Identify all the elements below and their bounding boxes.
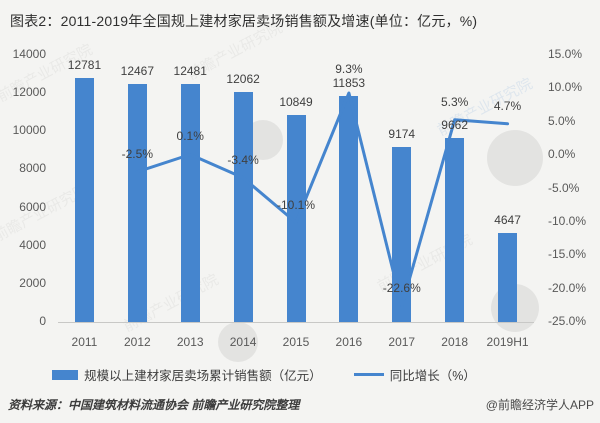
bar-value-label: 12481 (173, 63, 207, 78)
credit-note: @前瞻经济学人APP (485, 398, 594, 412)
bar (127, 84, 147, 322)
growth-point-label: 5.3% (440, 94, 469, 109)
bar-value-label: 12781 (67, 58, 102, 73)
x-tick-label: 2015 (282, 335, 310, 349)
bar-value-label: 4647 (494, 213, 521, 228)
bar-value-label: 11853 (332, 75, 366, 90)
left-axis-tick: 14000 (12, 47, 46, 61)
right-axis-tick: -10.0% (548, 213, 587, 228)
left-axis-tick: 0 (39, 314, 46, 328)
bar (180, 83, 200, 322)
bar (74, 78, 94, 322)
right-axis-tick: 15.0% (548, 47, 583, 61)
left-axis-tick: 6000 (19, 199, 46, 214)
x-tick-label: 2019H1 (486, 335, 529, 349)
growth-line (135, 91, 510, 308)
right-axis-tick: 10.0% (548, 80, 583, 95)
growth-point-label: 4.7% (493, 98, 522, 113)
legend: 规模以上建材家居卖场累计销售额（亿元） 同比增长（%） (0, 365, 564, 384)
bar-value-label: 12062 (226, 71, 260, 86)
growth-point-label: 9.3% (335, 61, 363, 76)
chart-title: 图表2：2011-2019年全国规上建材家居卖场销售额及增速(单位：亿元，%) (10, 13, 478, 29)
bar (233, 91, 253, 322)
bar-value-label: 10849 (279, 95, 313, 110)
right-axis-tick: -20.0% (548, 280, 587, 295)
right-axis-tick: 0.0% (548, 147, 576, 162)
growth-point-label: -22.6% (382, 280, 421, 295)
left-axis-tick: 2000 (19, 275, 46, 290)
legend-label-growth: 同比增长（%） (389, 369, 476, 383)
bar (445, 137, 465, 322)
growth-point-label: -3.4% (227, 152, 259, 167)
x-tick-label: 2014 (229, 335, 257, 349)
legend-label-sales: 规模以上建材家居卖场累计销售额（亿元） (84, 369, 322, 383)
growth-point-label: -10.1% (276, 197, 316, 212)
right-axis-tick: 5.0% (548, 113, 576, 128)
source-note: 资料来源：中国建筑材料流通协会 前瞻产业研究院整理 (8, 398, 300, 412)
growth-point-label: 0.1% (176, 129, 204, 144)
bar (498, 233, 518, 322)
x-tick-label: 2012 (123, 335, 151, 349)
right-axis-tick: -5.0% (548, 180, 580, 195)
right-axis-tick: -15.0% (548, 247, 587, 262)
bar-series-swatch-icon (52, 369, 79, 380)
left-axis-tick: 4000 (19, 237, 46, 252)
x-tick-label: 2018 (441, 335, 468, 349)
x-tick-label: 2016 (335, 335, 363, 349)
left-axis-tick: 10000 (12, 123, 46, 138)
x-tick-label: 2013 (176, 335, 204, 349)
left-axis-tick: 12000 (12, 85, 46, 100)
footer: 资料来源：中国建筑材料流通协会 前瞻产业研究院整理 @前瞻经济学人APP (8, 396, 594, 413)
legend-item-sales: 规模以上建材家居卖场累计销售额（亿元） (52, 365, 322, 384)
legend-item-growth: 同比增长（%） (353, 365, 476, 384)
x-tick-label: 2011 (71, 335, 98, 349)
plot-area: 12781 12467 12481 12062 10849 11853 9174 9662 46… (58, 55, 534, 323)
bar-value-label: 9662 (441, 117, 468, 132)
growth-point-label: -2.5% (121, 146, 153, 161)
bar-value-label: 9174 (388, 127, 416, 142)
left-axis-tick: 8000 (19, 161, 46, 176)
bar-value-label: 12467 (120, 64, 155, 79)
bar (392, 147, 412, 322)
right-axis-tick: -25.0% (548, 314, 587, 328)
x-tick-label: 2017 (388, 335, 416, 349)
bar (339, 95, 359, 322)
line-series-swatch-icon (353, 373, 384, 376)
